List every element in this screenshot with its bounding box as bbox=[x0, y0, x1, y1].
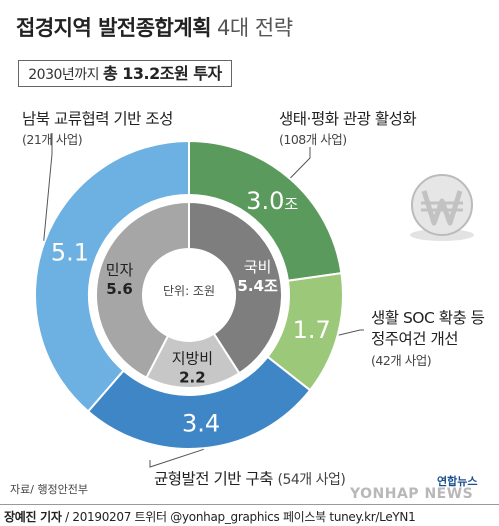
summary-box: 2030년까지 총 13.2조원 투자 bbox=[18, 60, 232, 87]
outer-value-label-2: 3.4 bbox=[182, 409, 220, 437]
outer-slice-2 bbox=[86, 355, 312, 450]
credit-author: 장예진 기자 bbox=[4, 510, 62, 524]
inner-value-1: 2.2 bbox=[179, 368, 206, 386]
inner-slice-2 bbox=[95, 200, 190, 380]
leader-line-1 bbox=[338, 329, 364, 336]
legend-name: 남북 교류협력 기반 조성 bbox=[22, 110, 173, 128]
summary-total: 총 13.2조원 투자 bbox=[103, 64, 222, 83]
yonhap-logo: 연합뉴스 bbox=[437, 475, 478, 488]
legend-count: (108개 사업) bbox=[279, 132, 347, 147]
source-note: 자료/ 행정안전부 bbox=[10, 483, 89, 496]
legend-eco-peace-tourism: 생태·평화 관광 활성화 (108개 사업) bbox=[279, 107, 417, 148]
legend-name-line-2: 정주여건 개선 bbox=[371, 330, 459, 348]
summary-lead: 2030년까지 bbox=[28, 67, 100, 83]
inner-value-2: 5.6 bbox=[106, 280, 133, 298]
legend-balanced-development: 균형발전 기반 구축 (54개 사업) bbox=[154, 467, 346, 489]
yonhap-watermark: YONHAP NEWS bbox=[350, 486, 474, 502]
chart-title-sub: 4대 전략 bbox=[217, 16, 293, 40]
inner-name-1: 지방비 bbox=[172, 349, 213, 367]
center-circle bbox=[145, 251, 233, 339]
outer-value-unit: 조 bbox=[284, 195, 298, 213]
credit-details: / 20190207 트위터 @yonhap_graphics 페이스북 tun… bbox=[61, 510, 416, 524]
leader-line-0 bbox=[290, 147, 311, 179]
legend-count: (54개 사업) bbox=[277, 472, 346, 488]
leader-line-2 bbox=[149, 448, 204, 468]
inner-value-0: 5.4조 bbox=[237, 277, 278, 295]
inner-name-0: 국비 bbox=[244, 258, 272, 276]
legend-count: (21개 사업) bbox=[22, 132, 83, 147]
outer-slice-3 bbox=[34, 139, 190, 413]
credit-line: 장예진 기자 / 20190207 트위터 @yonhap_graphics 페… bbox=[4, 508, 416, 525]
legend-name: 균형발전 기반 구축 bbox=[154, 470, 273, 488]
outer-ring bbox=[34, 139, 344, 450]
outer-value-label-1: 1.7 bbox=[293, 316, 331, 344]
unit-label: 단위: 조원 bbox=[163, 284, 215, 298]
chart-title: 접경지역 발전종합계획 4대 전략 bbox=[16, 12, 293, 42]
legend-name: 생태·평화 관광 활성화 bbox=[279, 110, 417, 128]
inner-ring bbox=[95, 200, 283, 389]
leader-lines bbox=[43, 133, 364, 468]
leader-line-3 bbox=[43, 133, 53, 241]
chart-title-main: 접경지역 발전종합계획 bbox=[16, 16, 212, 40]
legend-name-line-1: 생활 SOC 확충 등 bbox=[371, 309, 485, 327]
inner-name-2: 민자 bbox=[106, 261, 134, 279]
legend-south-north-cooperation: 남북 교류협력 기반 조성 (21개 사업) bbox=[22, 107, 173, 148]
won-coin-icon bbox=[410, 174, 474, 241]
legend-count: (42개 사업) bbox=[371, 353, 432, 368]
legend-living-soc: 생활 SOC 확충 등 정주여건 개선 (42개 사업) bbox=[371, 308, 485, 371]
outer-value-label-3: 5.1 bbox=[51, 239, 89, 267]
footer-divider bbox=[0, 504, 499, 505]
inner-slice-0 bbox=[188, 200, 283, 375]
